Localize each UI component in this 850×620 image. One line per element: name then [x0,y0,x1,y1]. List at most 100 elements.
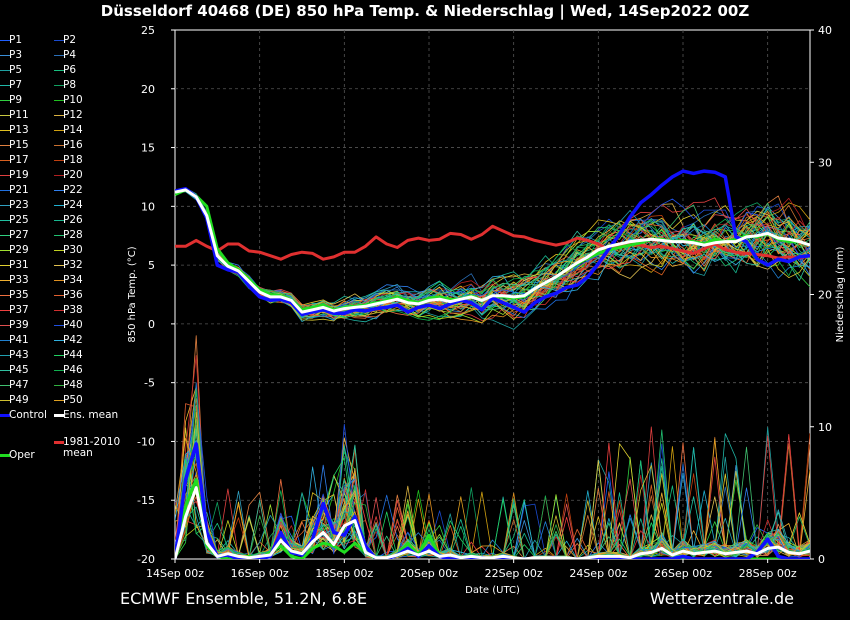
legend-item-p23-swatch [0,205,10,206]
legend-item-p29-label: P29 [9,244,29,256]
legend-item-p17-label: P17 [9,154,29,166]
legend-item-p41-swatch [0,340,10,341]
legend-item-p13-swatch [0,130,10,131]
y2-axis-label: Niederschlag (mm) [835,247,846,343]
legend-item-p32-label: P32 [63,259,83,271]
legend-item-ens-mean-label: Ens. mean [63,409,119,421]
series-precip-control [175,442,810,559]
legend-item-p5-swatch [0,70,10,71]
legend-item-p15-swatch [0,145,10,146]
legend-item-p7-swatch [0,85,10,86]
legend-item-oper-label: Oper [9,449,35,461]
legend-item-p33-label: P33 [9,274,29,286]
legend-item-p5-label: P5 [9,64,23,76]
legend-item-p1-label: P1 [9,34,23,46]
legend-item-p6-swatch [54,70,64,71]
legend-item-p21-swatch [0,190,10,191]
footer-source: ECMWF Ensemble, 51.2N, 6.8E [120,589,368,608]
legend-item-p23-label: P23 [9,199,29,211]
legend-item-ens-mean-swatch [54,414,64,417]
legend-item-p7-label: P7 [9,79,23,91]
legend-item-p43-swatch [0,355,10,356]
legend-item-p26-swatch [54,220,64,221]
legend-item-p25-swatch [0,220,10,221]
legend-item-p35-label: P35 [9,289,29,301]
legend-item-p6-label: P6 [63,64,77,76]
legend-item-p37-swatch [0,310,10,311]
legend-item-p40-label: P40 [63,319,83,331]
legend-item-p45-label: P45 [9,364,29,376]
legend-item-p19-swatch [0,175,10,176]
member-precip-line [175,419,810,559]
legend-item-p31-label: P31 [9,259,29,271]
legend-item-p33-swatch [0,280,10,281]
chart-title: Düsseldorf 40468 (DE) 850 hPa Temp. & Ni… [100,2,750,20]
legend-item-p34-label: P34 [63,274,83,286]
y-tick-label: 0 [148,318,155,331]
legend-item-climate-swatch [54,441,64,444]
series-temp-control [175,169,810,317]
legend-item-p50-swatch [54,400,64,401]
legend-item-p28-swatch [54,235,64,236]
legend-item-oper-swatch [0,454,10,457]
legend-item-p38-swatch [54,310,64,311]
legend-item-p4-label: P4 [63,49,77,61]
legend-item-p38-label: P38 [63,304,83,316]
x-tick-label: 16Sep 00z [231,567,289,580]
legend-item-p16-swatch [54,145,64,146]
legend-item-p10-label: P10 [63,94,83,106]
x-axis-label: Date (UTC) [465,585,520,596]
legend-item-p3-label: P3 [9,49,23,61]
y2-tick-label: 40 [818,24,832,37]
legend-item-p27-swatch [0,235,10,236]
x-tick-label: 24Sep 00z [569,567,627,580]
series-precip-oper [175,478,810,559]
legend-item-p9-label: P9 [9,94,23,106]
y-axis-label: 850 hPa Temp. (°C) [127,246,138,342]
legend-item-p36-label: P36 [63,289,83,301]
legend-item-p39-swatch [0,325,10,326]
legend-item-p2-swatch [54,40,64,41]
y-tick-label: -15 [137,494,155,507]
footer-site: Wetterzentrale.de [649,589,794,608]
legend-item-p32-swatch [54,265,64,266]
legend-item-p10-swatch [54,100,64,101]
legend-item-p31-swatch [0,265,10,266]
x-tick-label: 28Sep 00z [739,567,797,580]
legend-item-p25-label: P25 [9,214,29,226]
y-tick-label: 10 [141,200,155,213]
legend-item-p44-label: P44 [63,349,83,361]
legend-item-p39-label: P39 [9,319,29,331]
y-tick-label: 5 [148,259,155,272]
legend-item-p8-swatch [54,85,64,86]
legend-item-p16-label: P16 [63,139,83,151]
legend-item-p22-swatch [54,190,64,191]
legend-item-p15-label: P15 [9,139,29,151]
x-tick-label: 26Sep 00z [654,567,712,580]
series-precip-mean [175,486,810,559]
legend-item-p48-label: P48 [63,379,83,391]
legend-item-p18-swatch [54,160,64,161]
legend-item-p50-label: P50 [63,394,83,406]
y-tick-label: -10 [137,435,155,448]
legend-item-p12-swatch [54,115,64,116]
legend-item-p24-swatch [54,205,64,206]
series-temp-climate [175,224,810,261]
legend-item-p18-label: P18 [63,154,83,166]
legend-item-p2-label: P2 [63,34,77,46]
y-tick-label: -20 [137,553,155,566]
member-temp-line [175,189,810,314]
y-tick-label: 20 [141,83,155,96]
legend-item-p37-label: P37 [9,304,29,316]
x-tick-label: 18Sep 00z [315,567,373,580]
legend-item-p14-label: P14 [63,124,83,136]
legend-item-p49-label: P49 [9,394,29,406]
legend-item-p34-swatch [54,280,64,281]
legend-item-p9-swatch [0,100,10,101]
y-tick-label: 25 [141,24,155,37]
legend-item-p3-swatch [0,55,10,56]
series-temp-mean [175,188,810,314]
legend-item-p36-swatch [54,295,64,296]
legend-item-p11-swatch [0,115,10,116]
